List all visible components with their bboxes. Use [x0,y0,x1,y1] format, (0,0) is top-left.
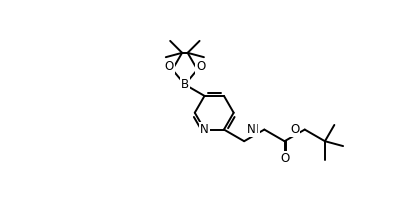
Text: O: O [165,60,174,73]
Text: O: O [196,60,205,73]
Text: B: B [181,78,189,91]
Text: N: N [200,123,209,136]
Text: O: O [280,152,289,165]
Text: H: H [250,123,259,136]
Text: N: N [247,123,256,136]
Text: O: O [290,123,299,136]
